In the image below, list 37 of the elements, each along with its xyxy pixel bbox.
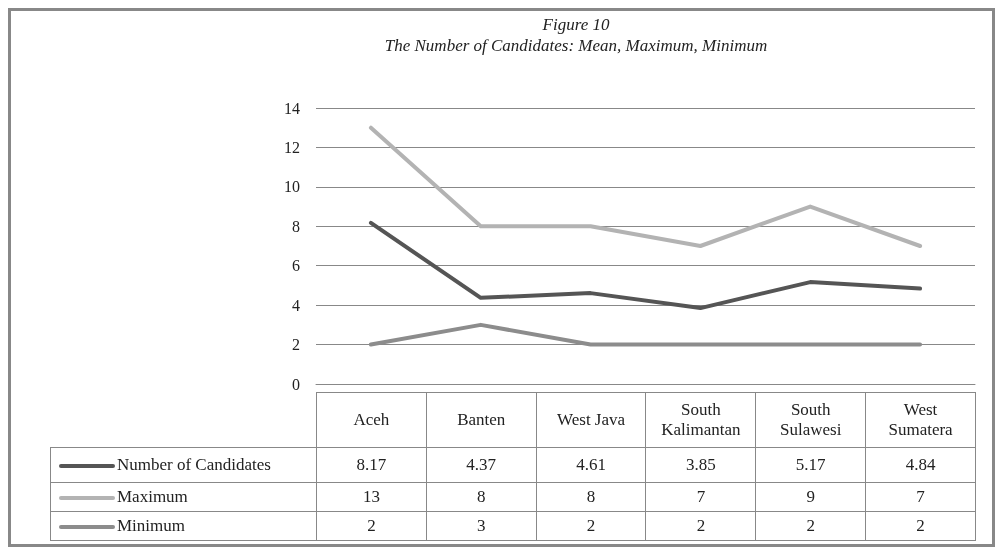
chart-subtitle: The Number of Candidates: Mean, Maximum, Minimum [384, 36, 768, 55]
data-label: 2 [865, 511, 976, 541]
data-label: 7 [645, 482, 756, 512]
y-tick-label: 8 [292, 217, 300, 235]
data-label: 4.37 [426, 447, 537, 483]
data-label: 4.61 [536, 447, 646, 483]
y-tick-label: 10 [284, 178, 300, 196]
y-tick-label: 14 [284, 99, 300, 117]
x-tick-label: West Sumatera [865, 392, 976, 448]
x-tick-label: West Java [536, 392, 646, 448]
legend-label: Number of Candidates [50, 447, 317, 483]
y-tick-label: 0 [292, 375, 300, 393]
data-label: 2 [316, 511, 427, 541]
data-label: 3.85 [645, 447, 756, 483]
data-label: 2 [755, 511, 866, 541]
x-tick-label: Banten [426, 392, 537, 448]
data-label: 8.17 [316, 447, 427, 483]
legend-label: Minimum [50, 511, 317, 541]
data-label: 8 [536, 482, 646, 512]
x-tick-label: South Kalimantan [645, 392, 756, 448]
data-label: 5.17 [755, 447, 866, 483]
data-label: 4.84 [865, 447, 976, 483]
y-tick-label: 6 [292, 257, 300, 275]
data-label: 2 [536, 511, 646, 541]
y-tick-label: 12 [284, 138, 300, 156]
data-label: 2 [645, 511, 756, 541]
data-label: 7 [865, 482, 976, 512]
y-tick-label: 2 [292, 336, 300, 354]
chart-title: Figure 10 [541, 15, 610, 34]
data-label: 8 [426, 482, 537, 512]
data-label: 9 [755, 482, 866, 512]
y-tick-label: 4 [292, 296, 300, 314]
x-tick-label: Aceh [316, 392, 427, 448]
legend-label: Maximum [50, 482, 317, 512]
data-label: 3 [426, 511, 537, 541]
x-tick-label: South Sulawesi [755, 392, 866, 448]
data-label: 13 [316, 482, 427, 512]
